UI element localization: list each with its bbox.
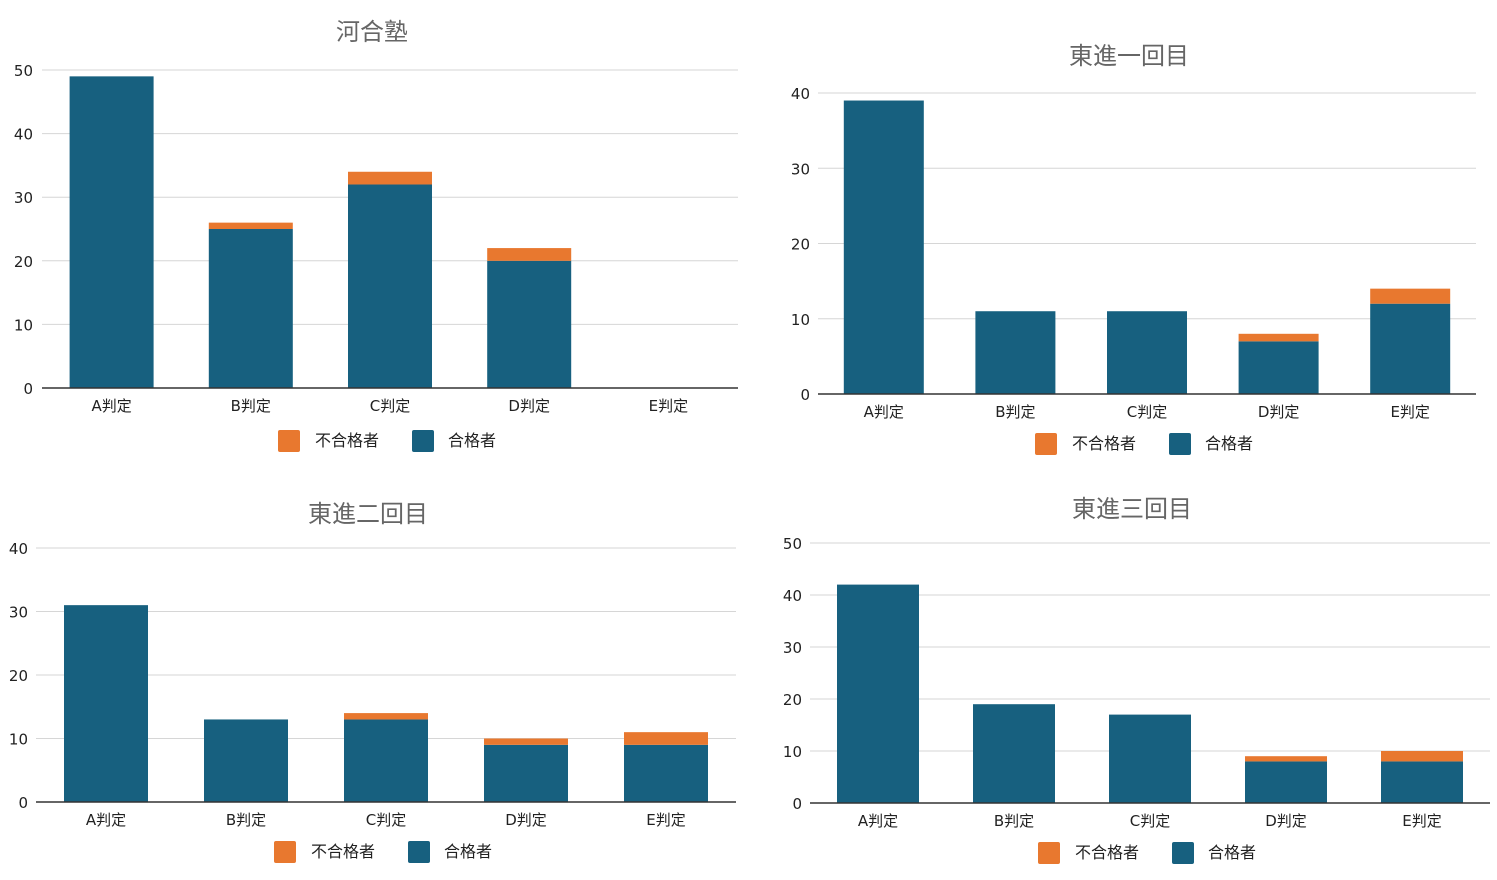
bar-pass-2 <box>204 719 288 802</box>
x-tick-label: B判定 <box>226 811 266 829</box>
y-tick-label: 20 <box>791 236 810 254</box>
y-tick-label: 10 <box>783 743 802 761</box>
chart-title: 東進二回目 <box>308 500 428 528</box>
x-tick-label: C判定 <box>1130 812 1170 830</box>
legend-swatch-pass <box>1169 433 1191 455</box>
legend-label-fail: 不合格者 <box>311 842 375 861</box>
chart-title: 東進三回目 <box>1072 495 1192 523</box>
x-tick-label: C判定 <box>366 811 406 829</box>
x-tick-label: A判定 <box>86 811 126 829</box>
bar-pass-4 <box>487 260 572 388</box>
y-tick-label: 40 <box>783 587 802 605</box>
chart-title: 東進一回目 <box>1069 42 1189 70</box>
y-tick-label: 40 <box>791 85 810 103</box>
y-tick-label: 0 <box>23 380 33 398</box>
bar-fail-5 <box>1370 288 1451 304</box>
y-tick-label: 0 <box>792 795 802 813</box>
bar-pass-5 <box>1370 303 1451 394</box>
x-tick-label: D判定 <box>505 811 547 829</box>
legend-swatch-fail <box>274 841 296 863</box>
y-tick-label: 50 <box>783 535 802 553</box>
bar-pass-3 <box>344 719 428 802</box>
legend-swatch-pass <box>408 841 430 863</box>
x-tick-label: A判定 <box>864 403 904 421</box>
bar-fail-4 <box>1245 756 1327 762</box>
bar-pass-1 <box>64 605 148 802</box>
y-tick-label: 10 <box>9 731 28 749</box>
legend-swatch-pass <box>412 430 434 452</box>
bar-fail-5 <box>624 732 708 745</box>
bar-pass-2 <box>975 311 1056 394</box>
x-tick-label: B判定 <box>995 403 1035 421</box>
y-tick-label: 40 <box>9 540 28 558</box>
y-tick-label: 20 <box>9 667 28 685</box>
bar-pass-3 <box>1107 311 1187 394</box>
legend-swatch-fail <box>1038 842 1060 864</box>
bar-pass-4 <box>1245 761 1327 803</box>
bar-pass-1 <box>69 76 154 389</box>
x-tick-label: D判定 <box>1265 812 1307 830</box>
legend-label-fail: 不合格者 <box>315 431 379 450</box>
x-tick-label: C判定 <box>370 397 410 415</box>
y-tick-label: 30 <box>783 639 802 657</box>
x-tick-label: E判定 <box>1390 403 1429 421</box>
x-tick-label: E判定 <box>1402 812 1441 830</box>
bar-pass-2 <box>973 704 1055 803</box>
legend-label-fail: 不合格者 <box>1075 843 1139 862</box>
y-tick-label: 0 <box>800 386 810 404</box>
bar-pass-1 <box>843 100 924 395</box>
y-tick-label: 30 <box>791 160 810 178</box>
y-tick-label: 20 <box>14 253 33 271</box>
bar-fail-4 <box>1238 333 1319 342</box>
x-tick-label: E判定 <box>646 811 685 829</box>
legend-label-pass: 合格者 <box>1205 434 1253 453</box>
x-tick-label: D判定 <box>1258 403 1300 421</box>
bar-pass-5 <box>624 744 708 802</box>
y-tick-label: 50 <box>14 62 33 80</box>
bar-fail-4 <box>487 248 572 261</box>
y-tick-label: 30 <box>9 604 28 622</box>
bar-fail-3 <box>348 171 432 185</box>
bar-pass-2 <box>208 229 293 388</box>
bar-pass-3 <box>1109 714 1191 803</box>
legend-label-fail: 不合格者 <box>1072 434 1136 453</box>
bar-fail-3 <box>344 713 428 720</box>
bar-pass-4 <box>484 744 568 802</box>
y-tick-label: 20 <box>783 691 802 709</box>
bar-pass-1 <box>837 584 919 803</box>
y-tick-label: 10 <box>14 316 33 334</box>
bar-pass-5 <box>1381 761 1463 803</box>
legend-swatch-pass <box>1172 842 1194 864</box>
x-tick-label: B判定 <box>994 812 1034 830</box>
chart-title: 河合塾 <box>336 18 408 46</box>
y-tick-label: 40 <box>14 126 33 144</box>
legend-label-pass: 合格者 <box>444 842 492 861</box>
bar-fail-4 <box>484 738 568 745</box>
x-tick-label: A判定 <box>91 397 131 415</box>
y-tick-label: 10 <box>791 311 810 329</box>
legend-label-pass: 合格者 <box>1208 843 1256 862</box>
x-tick-label: E判定 <box>649 397 688 415</box>
x-tick-label: A判定 <box>858 812 898 830</box>
bar-fail-2 <box>208 222 293 229</box>
y-tick-label: 30 <box>14 189 33 207</box>
legend-swatch-fail <box>278 430 300 452</box>
bar-pass-3 <box>348 184 432 388</box>
legend-label-pass: 合格者 <box>448 431 496 450</box>
x-tick-label: B判定 <box>231 397 271 415</box>
legend-swatch-fail <box>1035 433 1057 455</box>
x-tick-label: D判定 <box>508 397 550 415</box>
bar-pass-4 <box>1238 341 1319 394</box>
y-tick-label: 0 <box>18 794 28 812</box>
x-tick-label: C判定 <box>1127 403 1167 421</box>
bar-fail-5 <box>1381 751 1463 762</box>
